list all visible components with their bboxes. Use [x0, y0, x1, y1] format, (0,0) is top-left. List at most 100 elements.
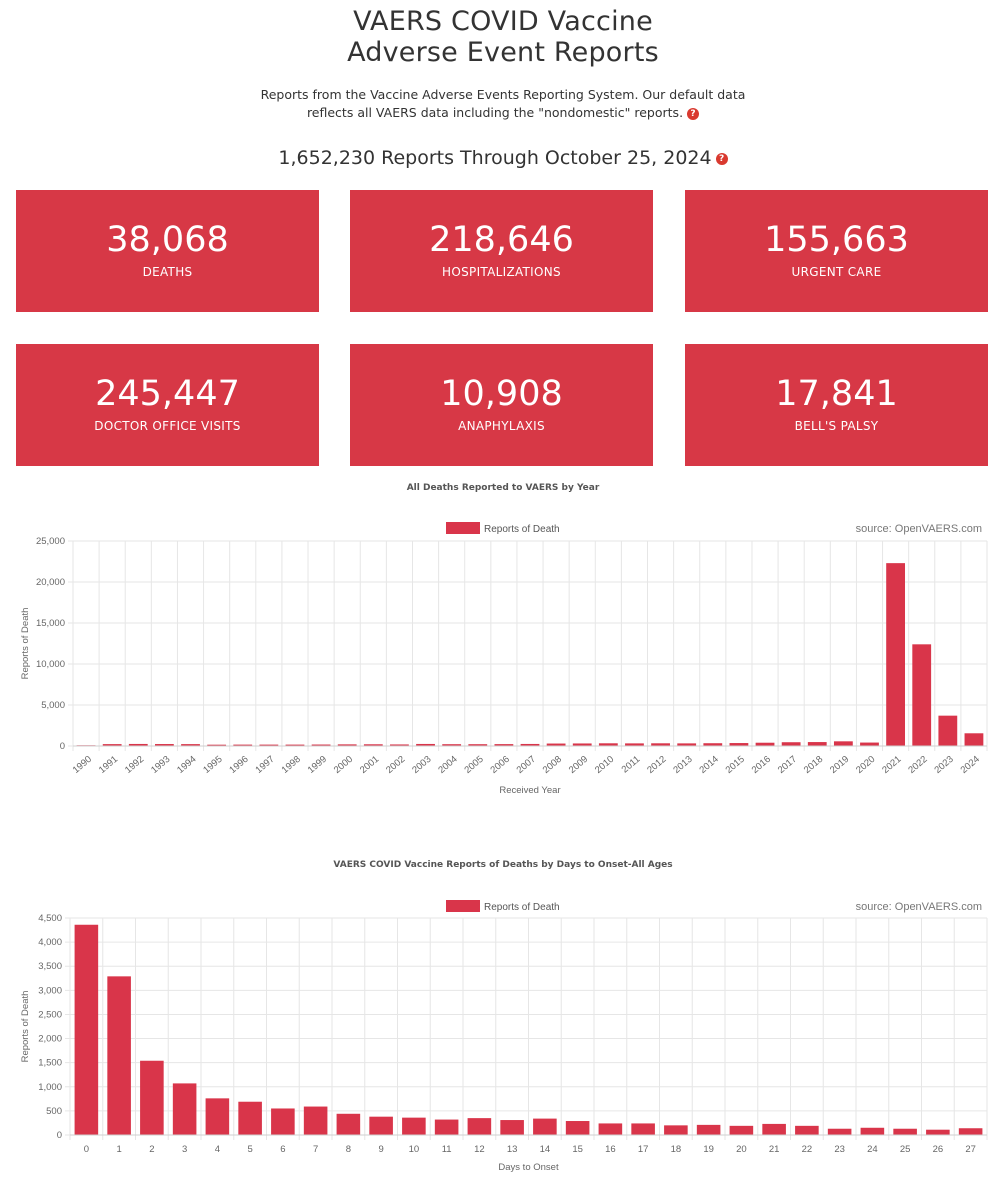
bar[interactable]: [795, 1125, 819, 1135]
x-tick-label: 1994: [175, 754, 198, 776]
stat-value: 155,663: [764, 220, 909, 260]
bar[interactable]: [755, 742, 775, 746]
x-tick-label: 13: [507, 1144, 518, 1155]
bar[interactable]: [631, 1123, 655, 1135]
bar[interactable]: [259, 744, 279, 746]
bar[interactable]: [207, 744, 227, 746]
help-icon[interactable]: ?: [715, 152, 728, 165]
bar[interactable]: [729, 743, 749, 746]
bar[interactable]: [958, 1128, 983, 1135]
x-tick-label: 6: [280, 1144, 285, 1155]
bar[interactable]: [546, 743, 566, 746]
bar[interactable]: [625, 743, 644, 746]
bar[interactable]: [402, 1117, 426, 1135]
bar[interactable]: [271, 1108, 295, 1135]
bar[interactable]: [442, 744, 462, 746]
x-tick-label: 2004: [436, 754, 459, 776]
reports-count-text: 1,652,230 Reports Through October 25, 20…: [278, 147, 712, 169]
bar[interactable]: [369, 1116, 393, 1135]
legend-label: Reports of Death: [484, 524, 560, 535]
x-tick-label: 2015: [724, 754, 747, 776]
x-tick-label: 24: [867, 1144, 878, 1155]
bar[interactable]: [128, 743, 148, 746]
bar[interactable]: [74, 924, 99, 1135]
stat-label: ANAPHYLAXIS: [458, 419, 545, 433]
y-tick-label: 3,500: [38, 961, 62, 972]
bar[interactable]: [154, 744, 174, 746]
bar[interactable]: [102, 744, 122, 746]
bar[interactable]: [172, 1083, 197, 1135]
bar[interactable]: [729, 1125, 754, 1135]
bar[interactable]: [238, 1101, 262, 1135]
bar[interactable]: [565, 1121, 590, 1135]
bar[interactable]: [233, 744, 253, 746]
bar[interactable]: [677, 743, 697, 746]
bar[interactable]: [572, 743, 592, 746]
bar[interactable]: [434, 1119, 459, 1135]
bar[interactable]: [703, 743, 723, 746]
x-tick-label: 1995: [201, 754, 224, 776]
bar[interactable]: [833, 741, 853, 746]
stat-card-deaths: 38,068 DEATHS: [16, 190, 319, 312]
y-tick-label: 5,000: [41, 700, 65, 711]
bar[interactable]: [926, 1129, 950, 1135]
y-axis-title: Reports of Death: [20, 608, 31, 680]
bar[interactable]: [533, 1118, 557, 1135]
bar[interactable]: [696, 1124, 721, 1135]
x-tick-label: 2024: [959, 754, 982, 776]
x-tick-label: 5: [247, 1144, 252, 1155]
help-icon[interactable]: ?: [687, 107, 700, 120]
x-tick-label: 2001: [358, 754, 381, 776]
stat-value: 17,841: [775, 374, 898, 414]
bar[interactable]: [494, 744, 514, 746]
bar[interactable]: [893, 1128, 917, 1135]
bar[interactable]: [860, 742, 879, 746]
bar[interactable]: [181, 744, 200, 746]
y-tick-label: 3,000: [38, 985, 62, 996]
bar[interactable]: [140, 1060, 164, 1135]
bar[interactable]: [468, 744, 488, 746]
bar[interactable]: [781, 742, 801, 746]
stat-card-bells-palsy: 17,841 BELL'S PALSY: [685, 344, 988, 466]
bar[interactable]: [886, 563, 906, 746]
y-tick-label: 10,000: [36, 659, 65, 670]
bar[interactable]: [651, 743, 670, 746]
y-axis-title: Reports of Death: [20, 991, 31, 1063]
bar[interactable]: [827, 1128, 852, 1135]
chart-legend[interactable]: Reports of Death: [446, 900, 560, 913]
bar[interactable]: [598, 743, 618, 746]
y-tick-label: 500: [46, 1106, 62, 1117]
bar[interactable]: [860, 1127, 885, 1135]
stat-label: URGENT CARE: [791, 265, 882, 279]
page-title: VAERS COVID Vaccine Adverse Event Report…: [0, 6, 1006, 68]
x-tick-label: 2012: [645, 754, 668, 776]
bar[interactable]: [912, 644, 932, 746]
page-description: Reports from the Vaccine Adverse Events …: [0, 86, 1006, 122]
bar[interactable]: [520, 743, 540, 746]
x-tick-label: 1999: [306, 754, 329, 776]
bar[interactable]: [303, 1106, 328, 1135]
stat-label: DEATHS: [142, 265, 193, 279]
chart-legend[interactable]: Reports of Death: [446, 522, 560, 535]
bar[interactable]: [416, 743, 435, 746]
stat-value: 10,908: [440, 374, 563, 414]
x-tick-label: 1990: [71, 754, 94, 776]
bar[interactable]: [285, 744, 305, 746]
bar[interactable]: [205, 1098, 230, 1135]
bar[interactable]: [938, 715, 958, 746]
bar[interactable]: [807, 742, 827, 746]
bar[interactable]: [363, 744, 383, 746]
bar[interactable]: [311, 744, 331, 746]
bar[interactable]: [598, 1123, 623, 1135]
deaths-by-onset-chart: Reports of Death source: OpenVAERS.com050…: [20, 900, 988, 1173]
bar[interactable]: [107, 976, 131, 1135]
bar[interactable]: [467, 1118, 492, 1135]
bar[interactable]: [337, 744, 357, 746]
bar[interactable]: [964, 733, 984, 746]
bar[interactable]: [390, 744, 409, 746]
bar[interactable]: [336, 1113, 361, 1135]
bar[interactable]: [500, 1120, 524, 1135]
bar[interactable]: [762, 1123, 786, 1135]
x-tick-label: 2009: [567, 754, 590, 776]
bar[interactable]: [664, 1125, 688, 1135]
